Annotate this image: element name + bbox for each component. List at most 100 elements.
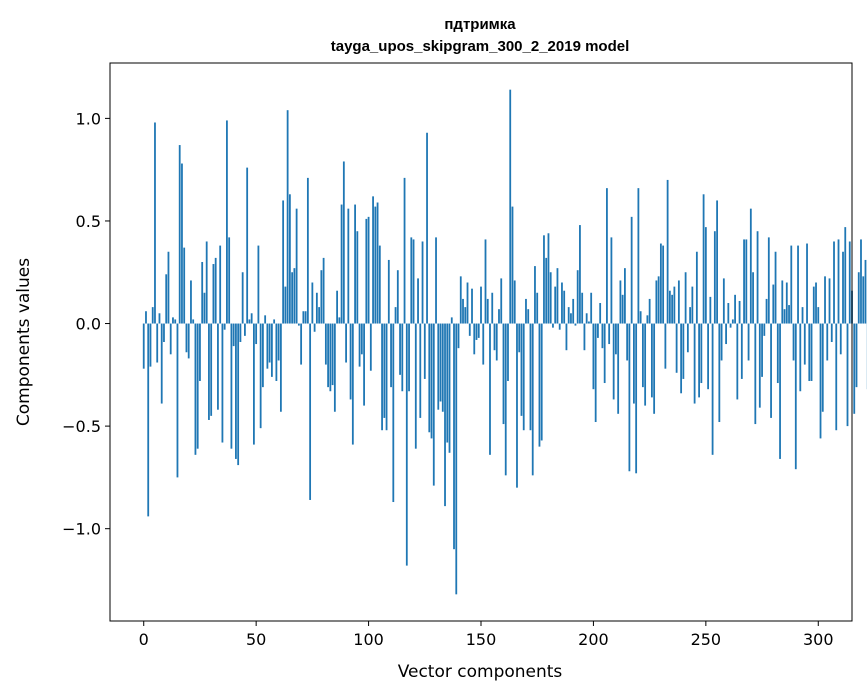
bar-318: [857, 272, 860, 324]
bar-250: [704, 227, 707, 324]
bar-60: [277, 323, 280, 361]
bar-88: [340, 204, 343, 324]
bar-111: [392, 323, 395, 503]
bar-216: [628, 323, 631, 472]
bar-178: [543, 235, 545, 324]
bar-184: [556, 268, 559, 324]
bar-104: [376, 202, 379, 324]
bar-54: [264, 315, 267, 324]
bar-218: [633, 323, 635, 404]
bar-9: [163, 323, 165, 342]
bar-192: [574, 323, 577, 326]
bar-259: [725, 323, 727, 345]
bar-64: [286, 110, 289, 324]
bar-302: [821, 323, 824, 412]
bar-56: [268, 323, 271, 363]
bar-274: [758, 323, 761, 408]
bar-281: [774, 251, 777, 324]
bar-133: [441, 323, 444, 412]
bar-96: [358, 323, 361, 367]
bar-187: [563, 290, 566, 324]
bar-26: [201, 261, 204, 324]
bar-149: [477, 323, 480, 338]
bar-87: [338, 317, 341, 324]
bar-320: [862, 276, 865, 324]
bar-136: [448, 323, 451, 453]
bar-242: [686, 323, 689, 353]
bar-71: [302, 311, 305, 324]
bar-100: [367, 216, 370, 324]
bar-46: [246, 167, 249, 324]
bar-33: [217, 323, 219, 410]
bar-305: [828, 278, 831, 324]
bar-132: [439, 323, 442, 402]
bar-213: [621, 294, 624, 324]
bar-260: [727, 303, 730, 324]
bar-146: [471, 288, 473, 324]
y-tick-label: 1.0: [76, 109, 101, 128]
bar-230: [659, 243, 662, 324]
bar-258: [722, 278, 725, 324]
bar-123: [419, 323, 422, 418]
bar-207: [608, 323, 611, 345]
bar-188: [565, 323, 568, 351]
bar-223: [644, 323, 647, 406]
bar-290: [794, 323, 797, 470]
bar-212: [619, 280, 622, 324]
bar-289: [792, 323, 795, 361]
bar-214: [624, 268, 626, 324]
bar-65: [288, 194, 291, 324]
x-tick-label: 250: [691, 630, 722, 649]
bar-90: [345, 323, 347, 363]
bar-76: [313, 323, 316, 332]
bar-222: [641, 323, 644, 388]
x-axis-label: Vector components: [398, 662, 563, 682]
bar-181: [549, 272, 552, 324]
bar-189: [567, 307, 570, 324]
bar-25: [199, 323, 201, 381]
bar-74: [309, 323, 312, 500]
bar-226: [650, 323, 653, 398]
bar-134: [444, 323, 446, 507]
bar-2: [147, 323, 150, 517]
bar-144: [466, 282, 469, 324]
bar-86: [336, 290, 338, 324]
bar-95: [356, 231, 359, 324]
bar-208: [610, 237, 613, 324]
bar-256: [718, 323, 721, 423]
bar-303: [824, 276, 826, 324]
bar-247: [698, 323, 700, 398]
bar-31: [212, 264, 215, 324]
bar-93: [351, 323, 354, 445]
bar-224: [646, 315, 649, 324]
bar-297: [810, 323, 813, 381]
bar-253: [711, 323, 714, 455]
bar-266: [740, 323, 743, 379]
bar-159: [500, 278, 503, 324]
bar-102: [372, 196, 374, 324]
bar-282: [776, 323, 779, 384]
bar-84: [331, 323, 334, 386]
bar-28: [205, 241, 208, 324]
bar-53: [262, 323, 264, 388]
bar-164: [511, 206, 514, 324]
bar-200: [592, 323, 595, 390]
bar-92: [349, 323, 352, 400]
bar-142: [462, 298, 464, 324]
bar-231: [662, 245, 665, 324]
bar-69: [297, 323, 300, 326]
bar-252: [709, 296, 712, 324]
bar-175: [536, 292, 539, 324]
bar-34: [219, 245, 222, 324]
bar-272: [754, 323, 757, 425]
bar-177: [540, 323, 543, 441]
bar-201: [594, 323, 597, 423]
bar-287: [788, 305, 790, 324]
bar-166: [516, 323, 518, 488]
bar-52: [259, 323, 262, 429]
bar-157: [495, 323, 498, 361]
bar-286: [785, 282, 788, 324]
bar-309: [837, 239, 840, 324]
bar-99: [365, 218, 368, 324]
